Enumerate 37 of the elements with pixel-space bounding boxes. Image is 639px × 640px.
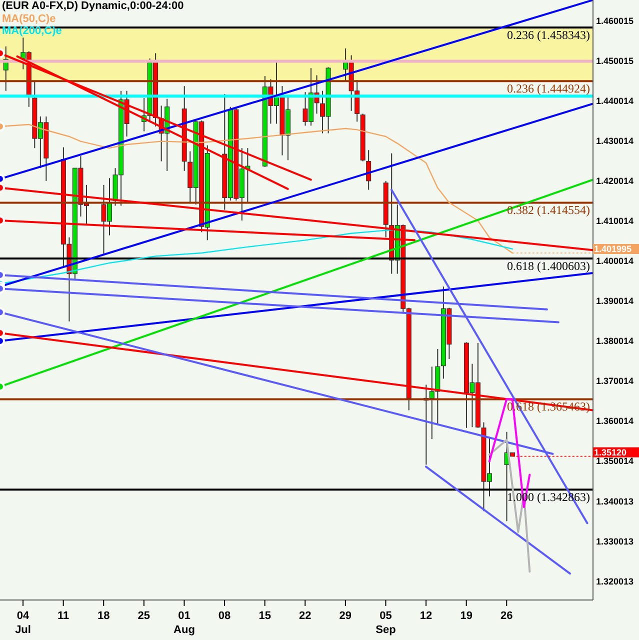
y-tick-label: 1.410014 [596,216,634,226]
x-tick-label: 18 [98,610,110,622]
x-tick-label: 22 [299,610,312,622]
text: MA(50,C)e [2,13,57,25]
annotation: 1.401995 [594,244,632,254]
annotation: 1.35120 [594,447,627,458]
x-tick-label: 15 [258,610,271,622]
x-tick-label: 01 Aug [174,610,195,636]
y-tick-label: 1.400014 [596,256,634,266]
y-tick-label: 1.430014 [596,136,634,146]
y-tick-label: 1.420014 [596,176,634,186]
x-tick-label: 29 [339,610,352,622]
y-tick-label: 1.360014 [596,416,634,426]
y-tick-label: 1.450015 [596,56,634,66]
y-tick-label: 1.380014 [596,336,634,346]
y-tick-label: 1.320013 [596,576,634,586]
y-tick-label: 1.390014 [596,296,634,306]
ref-line-label: 0.382 (1.414554) [507,203,590,218]
y-tick-label: 1.350014 [596,456,634,466]
x-tick-label: 19 [460,610,472,622]
y-tick-label: 1.460015 [596,16,634,26]
ref-line-label: 0.236 (1.444924) [507,82,590,96]
x-tick-label: 25 [138,610,150,622]
x-tick-label: 08 [218,610,231,622]
ref-line-label: 0.236 (1.458343) [507,28,590,42]
y-tick-label: 1.370014 [596,376,634,386]
y-tick-label: 1.330013 [596,536,634,546]
ref-line-label: 0.618 (1.400603) [507,259,590,274]
x-tick-label: 04 Jul [15,610,31,636]
chart-title: (EUR A0-FX,D) Dynamic,0:00-24:00 [2,0,184,13]
y-tick-label: 1.340013 [596,496,634,506]
x-tick-label: 12 [420,610,432,622]
text: MA(200,C)e [2,25,62,37]
x-tick-label: 11 [58,610,70,622]
x-tick-label: 05 Sep [376,610,396,636]
x-tick-label: 26 [500,610,513,622]
y-tick-label: 1.440014 [596,96,634,106]
